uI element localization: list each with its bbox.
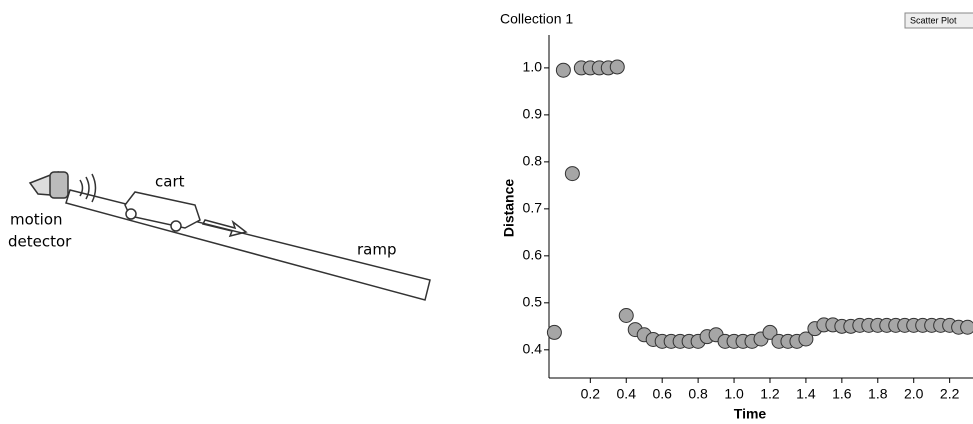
point bbox=[762, 324, 778, 340]
wheel bbox=[170, 220, 182, 232]
arrow bbox=[201, 219, 248, 238]
diagram-label: ramp bbox=[357, 241, 397, 259]
y-tick-label: 1.0 bbox=[523, 59, 543, 75]
point bbox=[960, 319, 973, 335]
chart-title: Collection 1 bbox=[500, 11, 573, 27]
point bbox=[555, 62, 571, 78]
y-tick-label: 0.9 bbox=[523, 106, 543, 122]
button-label[interactable]: Scatter Plot bbox=[910, 15, 957, 25]
waves bbox=[79, 173, 97, 203]
x-tick-label: 0.8 bbox=[688, 386, 708, 402]
diagram bbox=[28, 170, 431, 301]
point bbox=[798, 331, 814, 347]
detector-body bbox=[49, 171, 69, 199]
wheel bbox=[125, 208, 137, 220]
point bbox=[618, 308, 634, 324]
point bbox=[546, 324, 562, 340]
point bbox=[564, 166, 580, 182]
x-tick-label: 1.2 bbox=[760, 386, 780, 402]
x-tick-label: 0.2 bbox=[581, 386, 601, 402]
x-axis-label: Time bbox=[734, 406, 767, 422]
y-axis-label: Distance bbox=[501, 179, 517, 238]
x-tick-label: 2.2 bbox=[940, 386, 960, 402]
y-tick-label: 0.4 bbox=[523, 341, 543, 357]
x-tick-label: 0.4 bbox=[617, 386, 637, 402]
x-tick-label: 2.0 bbox=[904, 386, 924, 402]
y-tick-label: 0.5 bbox=[523, 294, 543, 310]
x-tick-label: 1.0 bbox=[724, 386, 744, 402]
y-tick-label: 0.8 bbox=[523, 153, 543, 169]
point bbox=[609, 59, 625, 75]
diagram-label: motion bbox=[10, 211, 63, 229]
diagram-label: cart bbox=[155, 173, 185, 191]
x-tick-label: 1.8 bbox=[868, 386, 888, 402]
y-tick-label: 0.6 bbox=[523, 247, 543, 263]
diagram-label: detector bbox=[8, 233, 72, 251]
x-tick-label: 1.6 bbox=[832, 386, 852, 402]
x-tick-label: 0.6 bbox=[652, 386, 672, 402]
x-tick-label: 1.4 bbox=[796, 386, 816, 402]
button[interactable] bbox=[904, 12, 973, 29]
y-tick-label: 0.7 bbox=[523, 200, 543, 216]
